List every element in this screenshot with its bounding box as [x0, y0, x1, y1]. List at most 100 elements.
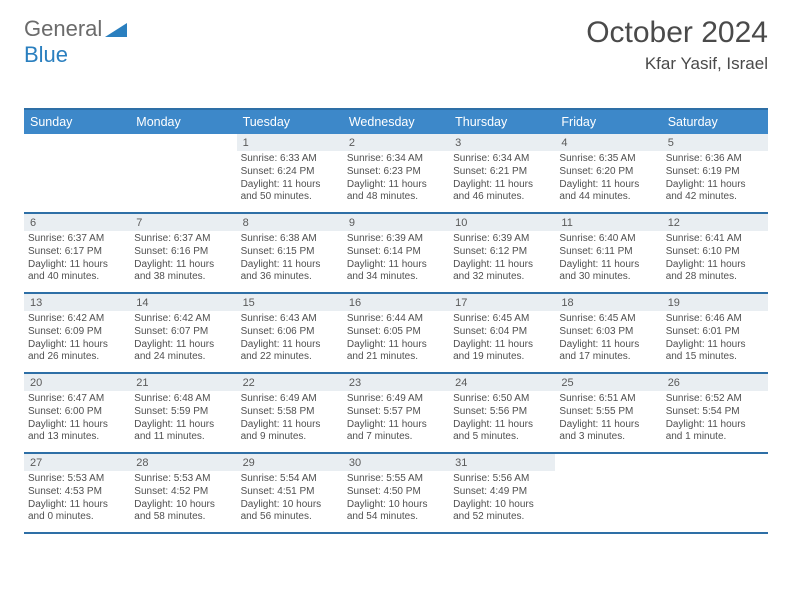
- daylight-line: Daylight: 11 hours and 22 minutes.: [241, 339, 339, 365]
- sunrise-line: Sunrise: 6:35 AM: [559, 153, 657, 166]
- daylight-line: Daylight: 11 hours and 11 minutes.: [134, 419, 232, 445]
- day-cell: 15Sunrise: 6:43 AMSunset: 6:06 PMDayligh…: [237, 294, 343, 372]
- day-number: 11: [555, 214, 661, 231]
- month-title: October 2024: [586, 16, 768, 50]
- sunset-line: Sunset: 6:20 PM: [559, 166, 657, 179]
- sunset-line: Sunset: 6:10 PM: [666, 246, 764, 259]
- daylight-line: Daylight: 11 hours and 44 minutes.: [559, 179, 657, 205]
- daylight-line: Daylight: 11 hours and 21 minutes.: [347, 339, 445, 365]
- day-number: 24: [449, 374, 555, 391]
- sunset-line: Sunset: 6:11 PM: [559, 246, 657, 259]
- sunrise-line: Sunrise: 6:34 AM: [347, 153, 445, 166]
- sunrise-line: Sunrise: 6:39 AM: [347, 233, 445, 246]
- daylight-line: Daylight: 10 hours and 58 minutes.: [134, 499, 232, 525]
- day-cell: 2Sunrise: 6:34 AMSunset: 6:23 PMDaylight…: [343, 134, 449, 212]
- day-number: 23: [343, 374, 449, 391]
- sunset-line: Sunset: 6:04 PM: [453, 326, 551, 339]
- sunrise-line: Sunrise: 6:43 AM: [241, 313, 339, 326]
- sunset-line: Sunset: 6:01 PM: [666, 326, 764, 339]
- day-body: Sunrise: 5:56 AMSunset: 4:49 PMDaylight:…: [449, 471, 555, 528]
- sunset-line: Sunset: 6:19 PM: [666, 166, 764, 179]
- day-cell: 28Sunrise: 5:53 AMSunset: 4:52 PMDayligh…: [130, 454, 236, 532]
- sunset-line: Sunset: 5:57 PM: [347, 406, 445, 419]
- day-cell: [555, 454, 661, 532]
- weeks-container: 1Sunrise: 6:33 AMSunset: 6:24 PMDaylight…: [24, 134, 768, 534]
- day-body: Sunrise: 6:42 AMSunset: 6:09 PMDaylight:…: [24, 311, 130, 368]
- weekday-header: Tuesday: [237, 110, 343, 134]
- day-cell: 30Sunrise: 5:55 AMSunset: 4:50 PMDayligh…: [343, 454, 449, 532]
- day-number: 6: [24, 214, 130, 231]
- sunset-line: Sunset: 4:53 PM: [28, 486, 126, 499]
- sunrise-line: Sunrise: 6:37 AM: [28, 233, 126, 246]
- day-body: Sunrise: 6:42 AMSunset: 6:07 PMDaylight:…: [130, 311, 236, 368]
- weekday-header: Thursday: [449, 110, 555, 134]
- day-cell: 10Sunrise: 6:39 AMSunset: 6:12 PMDayligh…: [449, 214, 555, 292]
- day-cell: 21Sunrise: 6:48 AMSunset: 5:59 PMDayligh…: [130, 374, 236, 452]
- sunrise-line: Sunrise: 5:55 AM: [347, 473, 445, 486]
- day-number: 8: [237, 214, 343, 231]
- sunset-line: Sunset: 6:16 PM: [134, 246, 232, 259]
- day-body: Sunrise: 6:51 AMSunset: 5:55 PMDaylight:…: [555, 391, 661, 448]
- daylight-line: Daylight: 11 hours and 26 minutes.: [28, 339, 126, 365]
- day-body: Sunrise: 6:43 AMSunset: 6:06 PMDaylight:…: [237, 311, 343, 368]
- sunset-line: Sunset: 4:52 PM: [134, 486, 232, 499]
- sunrise-line: Sunrise: 6:42 AM: [28, 313, 126, 326]
- daylight-line: Daylight: 11 hours and 40 minutes.: [28, 259, 126, 285]
- day-number: 20: [24, 374, 130, 391]
- week-row: 6Sunrise: 6:37 AMSunset: 6:17 PMDaylight…: [24, 214, 768, 294]
- week-row: 20Sunrise: 6:47 AMSunset: 6:00 PMDayligh…: [24, 374, 768, 454]
- day-body: Sunrise: 6:38 AMSunset: 6:15 PMDaylight:…: [237, 231, 343, 288]
- sunset-line: Sunset: 6:12 PM: [453, 246, 551, 259]
- sunrise-line: Sunrise: 6:45 AM: [453, 313, 551, 326]
- title-block: October 2024 Kfar Yasif, Israel: [586, 16, 768, 74]
- daylight-line: Daylight: 10 hours and 54 minutes.: [347, 499, 445, 525]
- day-cell: 7Sunrise: 6:37 AMSunset: 6:16 PMDaylight…: [130, 214, 236, 292]
- day-body: Sunrise: 6:40 AMSunset: 6:11 PMDaylight:…: [555, 231, 661, 288]
- day-number: 27: [24, 454, 130, 471]
- daylight-line: Daylight: 11 hours and 0 minutes.: [28, 499, 126, 525]
- header: General October 2024 Kfar Yasif, Israel: [24, 16, 768, 74]
- sunset-line: Sunset: 6:23 PM: [347, 166, 445, 179]
- sunrise-line: Sunrise: 6:40 AM: [559, 233, 657, 246]
- day-cell: [24, 134, 130, 212]
- day-body: Sunrise: 6:47 AMSunset: 6:00 PMDaylight:…: [24, 391, 130, 448]
- day-body: Sunrise: 6:45 AMSunset: 6:03 PMDaylight:…: [555, 311, 661, 368]
- weekday-header-row: Sunday Monday Tuesday Wednesday Thursday…: [24, 108, 768, 134]
- day-body: Sunrise: 6:34 AMSunset: 6:21 PMDaylight:…: [449, 151, 555, 208]
- sunset-line: Sunset: 4:49 PM: [453, 486, 551, 499]
- week-row: 1Sunrise: 6:33 AMSunset: 6:24 PMDaylight…: [24, 134, 768, 214]
- day-cell: 1Sunrise: 6:33 AMSunset: 6:24 PMDaylight…: [237, 134, 343, 212]
- day-number: 10: [449, 214, 555, 231]
- day-body: Sunrise: 6:50 AMSunset: 5:56 PMDaylight:…: [449, 391, 555, 448]
- week-row: 13Sunrise: 6:42 AMSunset: 6:09 PMDayligh…: [24, 294, 768, 374]
- sunset-line: Sunset: 5:58 PM: [241, 406, 339, 419]
- daylight-line: Daylight: 11 hours and 48 minutes.: [347, 179, 445, 205]
- daylight-line: Daylight: 11 hours and 7 minutes.: [347, 419, 445, 445]
- day-number: 12: [662, 214, 768, 231]
- brand-logo: General: [24, 16, 127, 42]
- daylight-line: Daylight: 10 hours and 56 minutes.: [241, 499, 339, 525]
- sunrise-line: Sunrise: 6:36 AM: [666, 153, 764, 166]
- sunrise-line: Sunrise: 5:54 AM: [241, 473, 339, 486]
- day-body: Sunrise: 6:45 AMSunset: 6:04 PMDaylight:…: [449, 311, 555, 368]
- daylight-line: Daylight: 11 hours and 28 minutes.: [666, 259, 764, 285]
- daylight-line: Daylight: 11 hours and 9 minutes.: [241, 419, 339, 445]
- day-body: Sunrise: 6:49 AMSunset: 5:57 PMDaylight:…: [343, 391, 449, 448]
- day-number: 16: [343, 294, 449, 311]
- day-cell: 18Sunrise: 6:45 AMSunset: 6:03 PMDayligh…: [555, 294, 661, 372]
- daylight-line: Daylight: 11 hours and 24 minutes.: [134, 339, 232, 365]
- daylight-line: Daylight: 11 hours and 5 minutes.: [453, 419, 551, 445]
- sunset-line: Sunset: 6:07 PM: [134, 326, 232, 339]
- sunset-line: Sunset: 6:03 PM: [559, 326, 657, 339]
- daylight-line: Daylight: 11 hours and 42 minutes.: [666, 179, 764, 205]
- day-cell: 14Sunrise: 6:42 AMSunset: 6:07 PMDayligh…: [130, 294, 236, 372]
- sunrise-line: Sunrise: 6:39 AM: [453, 233, 551, 246]
- sunset-line: Sunset: 6:15 PM: [241, 246, 339, 259]
- day-cell: 3Sunrise: 6:34 AMSunset: 6:21 PMDaylight…: [449, 134, 555, 212]
- sunrise-line: Sunrise: 6:47 AM: [28, 393, 126, 406]
- sunrise-line: Sunrise: 5:56 AM: [453, 473, 551, 486]
- sunset-line: Sunset: 5:56 PM: [453, 406, 551, 419]
- day-number: 18: [555, 294, 661, 311]
- day-body: Sunrise: 6:33 AMSunset: 6:24 PMDaylight:…: [237, 151, 343, 208]
- day-number: 14: [130, 294, 236, 311]
